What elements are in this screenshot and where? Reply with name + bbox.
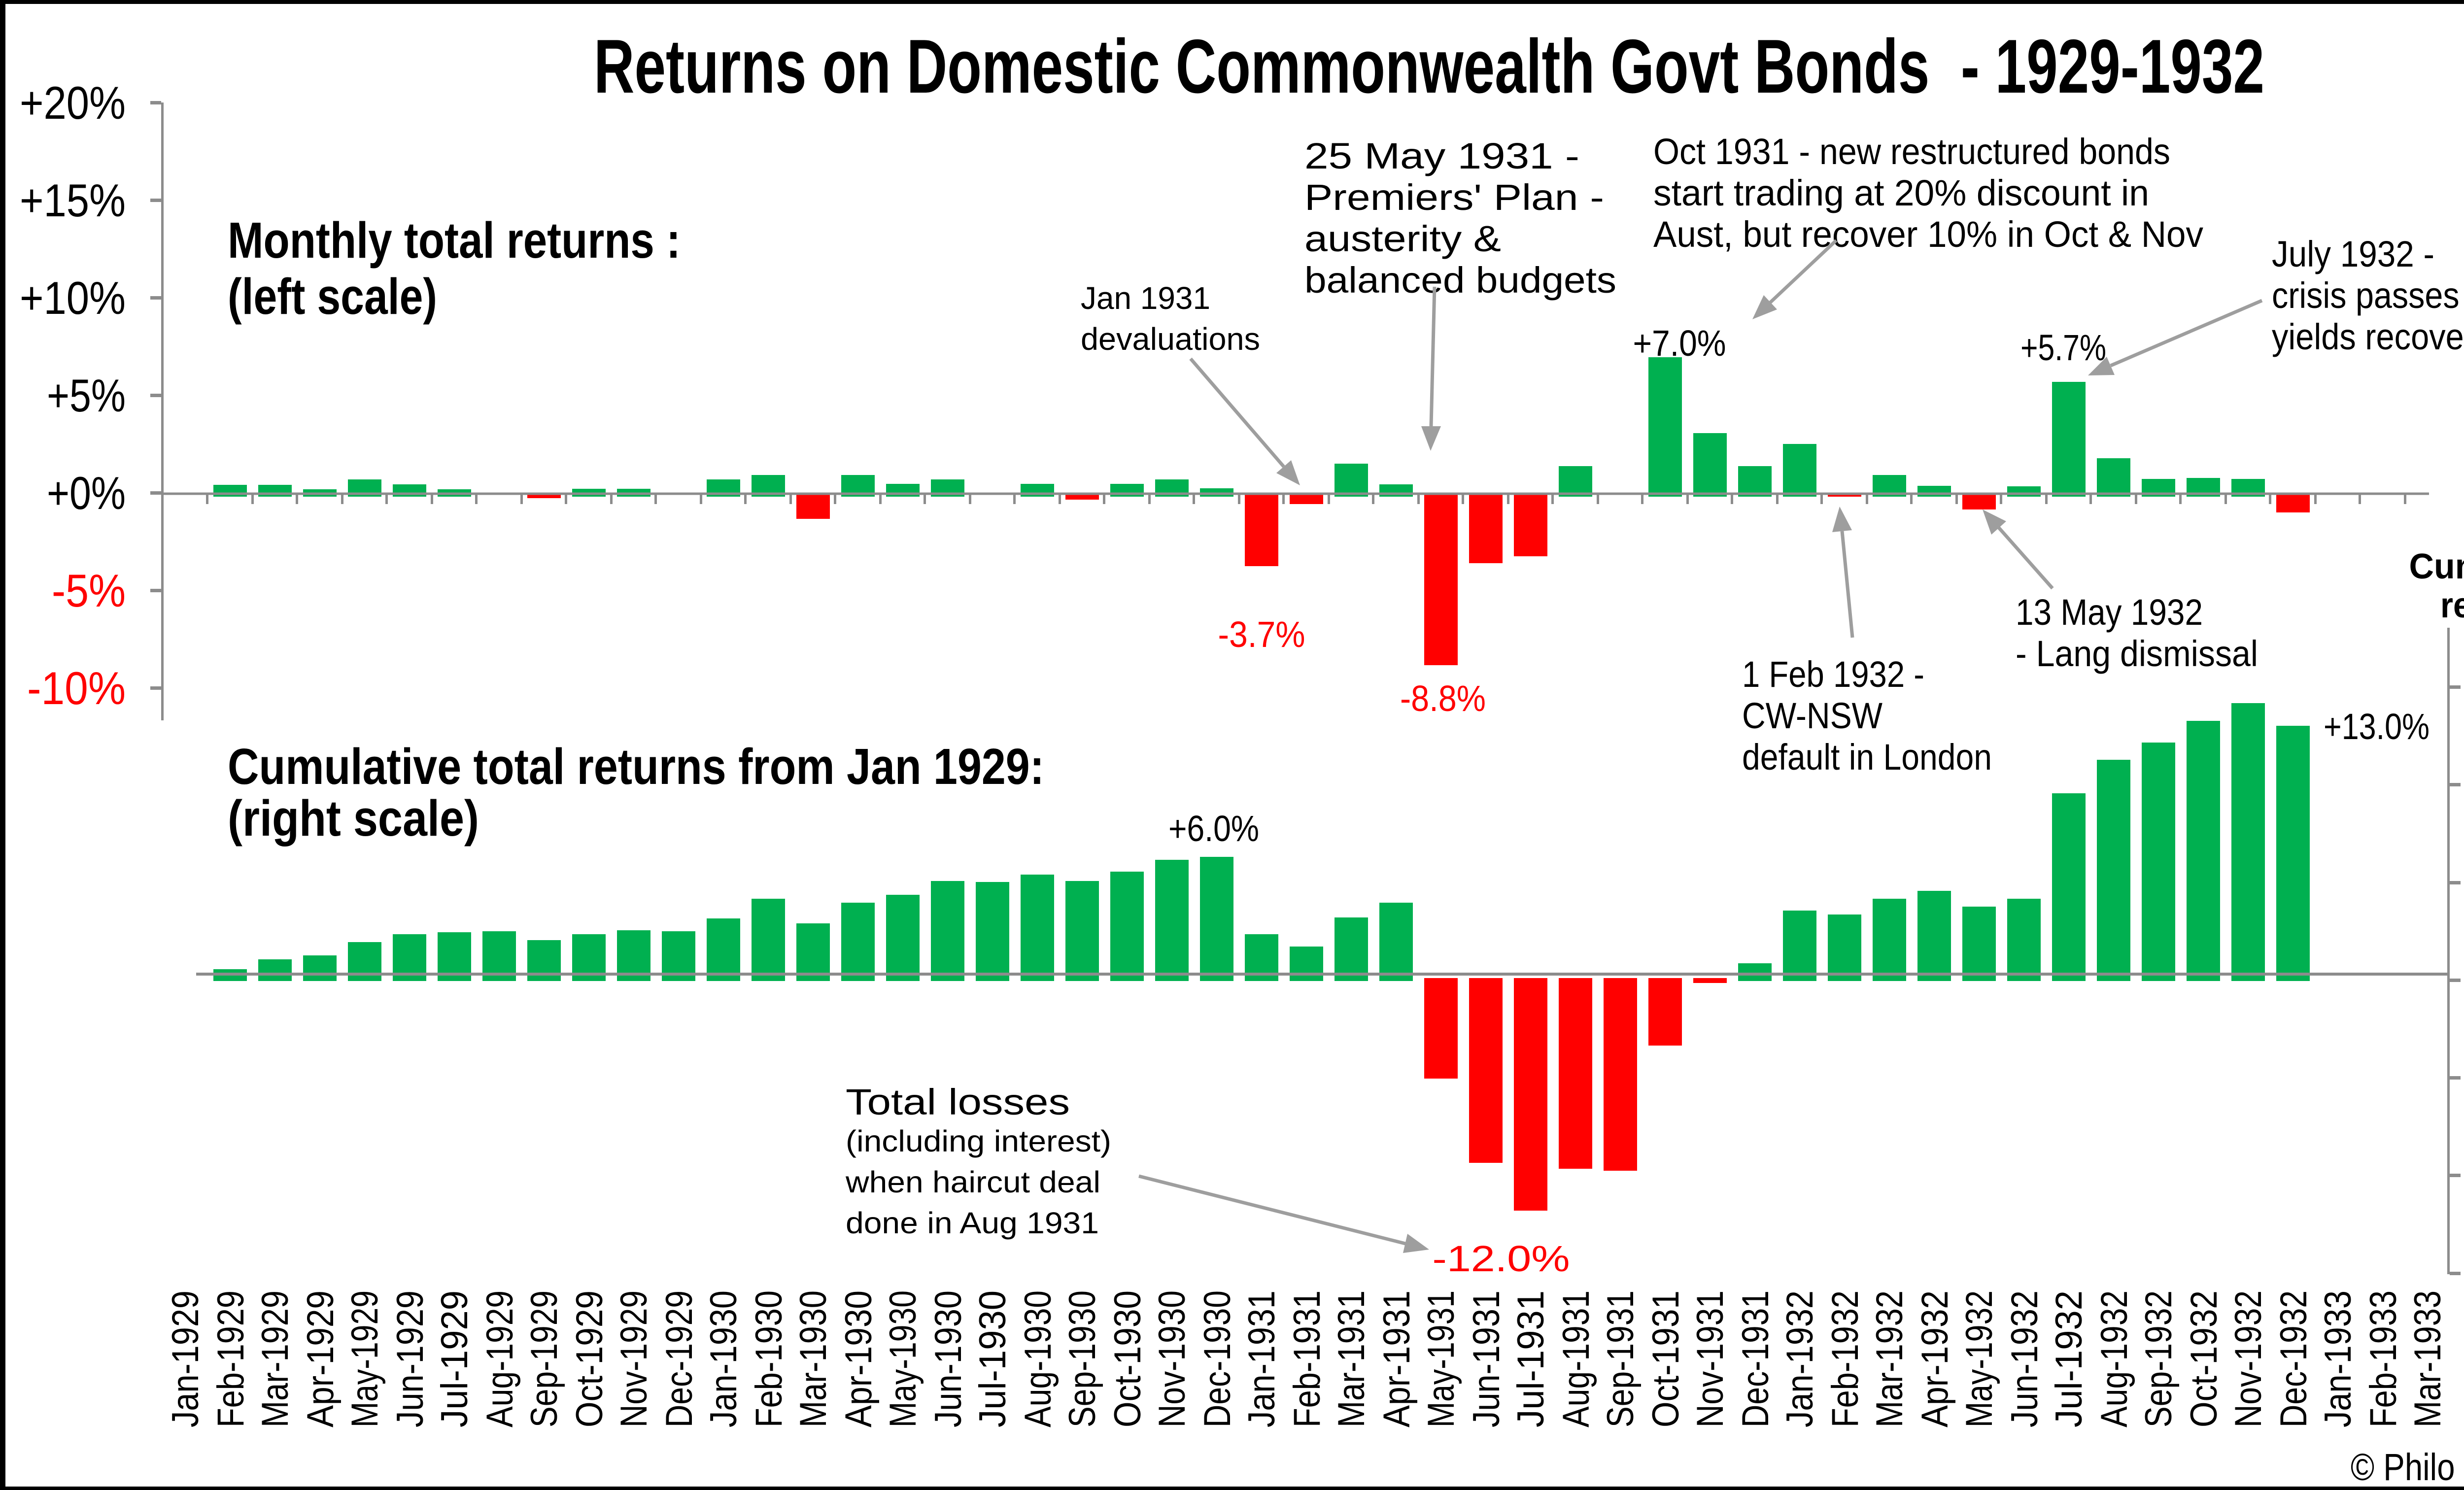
svg-text:-10%: -10% bbox=[27, 662, 126, 714]
svg-text:May-1930: May-1930 bbox=[882, 1290, 924, 1427]
svg-text:-8.8%: -8.8% bbox=[1400, 678, 1486, 719]
svg-text:Feb-1931: Feb-1931 bbox=[1286, 1290, 1328, 1427]
svg-text:Nov-1930: Nov-1930 bbox=[1151, 1290, 1193, 1427]
svg-text:+13.0%: +13.0% bbox=[2324, 706, 2430, 747]
svg-text:+6.0%: +6.0% bbox=[1168, 808, 1259, 849]
svg-text:Aust, but recover 10% in Oct &: Aust, but recover 10% in Oct & Nov bbox=[1653, 214, 2203, 255]
svg-text:Aug-1930: Aug-1930 bbox=[1017, 1290, 1059, 1427]
svg-text:Mar-1932: Mar-1932 bbox=[1869, 1290, 1911, 1427]
svg-text:© Philo Capital: © Philo Capital bbox=[2351, 1446, 2464, 1489]
svg-text:Dec-1931: Dec-1931 bbox=[1735, 1290, 1777, 1427]
svg-text:Oct-1931: Oct-1931 bbox=[1645, 1290, 1687, 1427]
svg-text:when haircut deal: when haircut deal bbox=[845, 1165, 1100, 1199]
svg-text:Jan-1929: Jan-1929 bbox=[165, 1290, 206, 1427]
svg-text:Total losses: Total losses bbox=[846, 1082, 1070, 1122]
svg-text:Dec-1930: Dec-1930 bbox=[1197, 1290, 1238, 1427]
svg-text:Feb-1932: Feb-1932 bbox=[1824, 1290, 1866, 1427]
svg-text:yields recover: yields recover bbox=[2272, 316, 2464, 357]
svg-text:Apr-1929: Apr-1929 bbox=[300, 1290, 342, 1427]
svg-text:Nov-1931: Nov-1931 bbox=[1689, 1290, 1731, 1427]
svg-text:Oct 1931 - new restructured bo: Oct 1931 - new restructured bonds bbox=[1653, 131, 2170, 172]
svg-text:Apr-1932: Apr-1932 bbox=[1914, 1290, 1956, 1427]
svg-text:Jan-1931: Jan-1931 bbox=[1241, 1290, 1283, 1427]
svg-text:Jan-1932: Jan-1932 bbox=[1779, 1290, 1821, 1427]
svg-text:May-1931: May-1931 bbox=[1420, 1290, 1462, 1427]
svg-text:Jul-1930: Jul-1930 bbox=[972, 1290, 1014, 1427]
svg-text:+20%: +20% bbox=[20, 77, 126, 129]
svg-text:Jan 1931: Jan 1931 bbox=[1081, 280, 1210, 316]
svg-text:austerity &: austerity & bbox=[1304, 218, 1501, 259]
svg-text:done in Aug 1931: done in Aug 1931 bbox=[846, 1206, 1099, 1240]
svg-text:Dec-1929: Dec-1929 bbox=[658, 1290, 700, 1427]
svg-text:Jul-1931: Jul-1931 bbox=[1510, 1290, 1552, 1427]
svg-text:Jun-1929: Jun-1929 bbox=[389, 1290, 431, 1427]
svg-text:-5%: -5% bbox=[52, 565, 126, 616]
svg-text:Mar-1933: Mar-1933 bbox=[2407, 1290, 2449, 1427]
svg-text:Oct-1929: Oct-1929 bbox=[569, 1290, 611, 1427]
svg-text:-12.0%: -12.0% bbox=[1433, 1238, 1570, 1279]
svg-text:crisis passes +: crisis passes + bbox=[2272, 275, 2464, 316]
svg-text:Feb-1929: Feb-1929 bbox=[210, 1290, 252, 1427]
svg-text:(including interest): (including interest) bbox=[846, 1124, 1111, 1158]
svg-text:Nov-1932: Nov-1932 bbox=[2227, 1290, 2269, 1427]
svg-text:Jul-1929: Jul-1929 bbox=[434, 1290, 476, 1427]
svg-text:Aug-1932: Aug-1932 bbox=[2093, 1290, 2135, 1427]
svg-text:+5.7%: +5.7% bbox=[2020, 327, 2106, 368]
svg-text:- Lang dismissal: - Lang dismissal bbox=[2016, 633, 2258, 674]
svg-text:Returns on Domestic Commonweal: Returns on Domestic Commonwealth Govt Bo… bbox=[594, 24, 2264, 109]
svg-text:Monthly total returns :: Monthly total returns : bbox=[228, 212, 681, 269]
svg-text:Sep-1931: Sep-1931 bbox=[1600, 1290, 1642, 1427]
svg-text:Aug-1931: Aug-1931 bbox=[1555, 1290, 1597, 1427]
svg-text:Jul-1932: Jul-1932 bbox=[2048, 1290, 2090, 1427]
svg-text:start trading at 20% discount: start trading at 20% discount in bbox=[1653, 172, 2149, 213]
svg-text:May-1932: May-1932 bbox=[1958, 1290, 2000, 1427]
svg-text:-3.7%: -3.7% bbox=[1218, 614, 1305, 655]
svg-text:Sep-1929: Sep-1929 bbox=[523, 1290, 565, 1427]
svg-text:Oct-1930: Oct-1930 bbox=[1107, 1290, 1149, 1427]
svg-text:Jan-1930: Jan-1930 bbox=[703, 1290, 745, 1427]
svg-text:Jun-1932: Jun-1932 bbox=[2004, 1290, 2046, 1427]
svg-text:devaluations: devaluations bbox=[1081, 321, 1260, 357]
svg-text:returns: returns bbox=[2440, 586, 2464, 625]
svg-text:default in London: default in London bbox=[1742, 737, 1992, 778]
svg-text:May-1929: May-1929 bbox=[344, 1290, 386, 1427]
svg-text:13 May 1932: 13 May 1932 bbox=[2016, 592, 2203, 633]
svg-text:Apr-1930: Apr-1930 bbox=[838, 1290, 880, 1427]
svg-text:Sep-1932: Sep-1932 bbox=[2138, 1290, 2180, 1427]
svg-text:1 Feb 1932 -: 1 Feb 1932 - bbox=[1742, 654, 1924, 695]
svg-text:Aug-1929: Aug-1929 bbox=[479, 1290, 521, 1427]
svg-text:Premiers' Plan -: Premiers' Plan - bbox=[1304, 177, 1604, 218]
svg-text:+10%: +10% bbox=[20, 272, 126, 324]
svg-text:Feb-1930: Feb-1930 bbox=[748, 1290, 790, 1427]
svg-text:Cumulative total returns from: Cumulative total returns from Jan 1929: bbox=[228, 738, 1044, 795]
svg-text:Apr-1931: Apr-1931 bbox=[1376, 1290, 1418, 1427]
svg-text:(left scale): (left scale) bbox=[228, 268, 437, 325]
svg-text:Mar-1930: Mar-1930 bbox=[792, 1290, 834, 1427]
svg-text:(right scale): (right scale) bbox=[228, 790, 479, 847]
svg-text:Feb-1933: Feb-1933 bbox=[2362, 1290, 2404, 1427]
svg-text:July 1932 -: July 1932 - bbox=[2272, 234, 2434, 274]
svg-text:Dec-1932: Dec-1932 bbox=[2273, 1290, 2315, 1427]
svg-text:Oct-1932: Oct-1932 bbox=[2183, 1290, 2225, 1427]
svg-text:Jan-1933: Jan-1933 bbox=[2317, 1290, 2359, 1427]
svg-text:Sep-1930: Sep-1930 bbox=[1061, 1290, 1103, 1427]
svg-text:Nov-1929: Nov-1929 bbox=[613, 1290, 655, 1427]
svg-text:Mar-1929: Mar-1929 bbox=[254, 1290, 296, 1427]
svg-text:+7.0%: +7.0% bbox=[1633, 323, 1726, 364]
svg-text:Jun-1931: Jun-1931 bbox=[1466, 1290, 1507, 1427]
svg-text:balanced budgets: balanced budgets bbox=[1304, 260, 1616, 301]
svg-text:CW-NSW: CW-NSW bbox=[1742, 695, 1882, 736]
svg-text:Cumulative: Cumulative bbox=[2409, 547, 2464, 586]
svg-text:+0%: +0% bbox=[47, 467, 126, 519]
svg-text:+15%: +15% bbox=[20, 174, 126, 226]
svg-text:Mar-1931: Mar-1931 bbox=[1331, 1290, 1372, 1427]
svg-text:Jun-1930: Jun-1930 bbox=[927, 1290, 969, 1427]
svg-text:25 May 1931 -: 25 May 1931 - bbox=[1304, 135, 1579, 176]
svg-text:+5%: +5% bbox=[47, 370, 126, 421]
